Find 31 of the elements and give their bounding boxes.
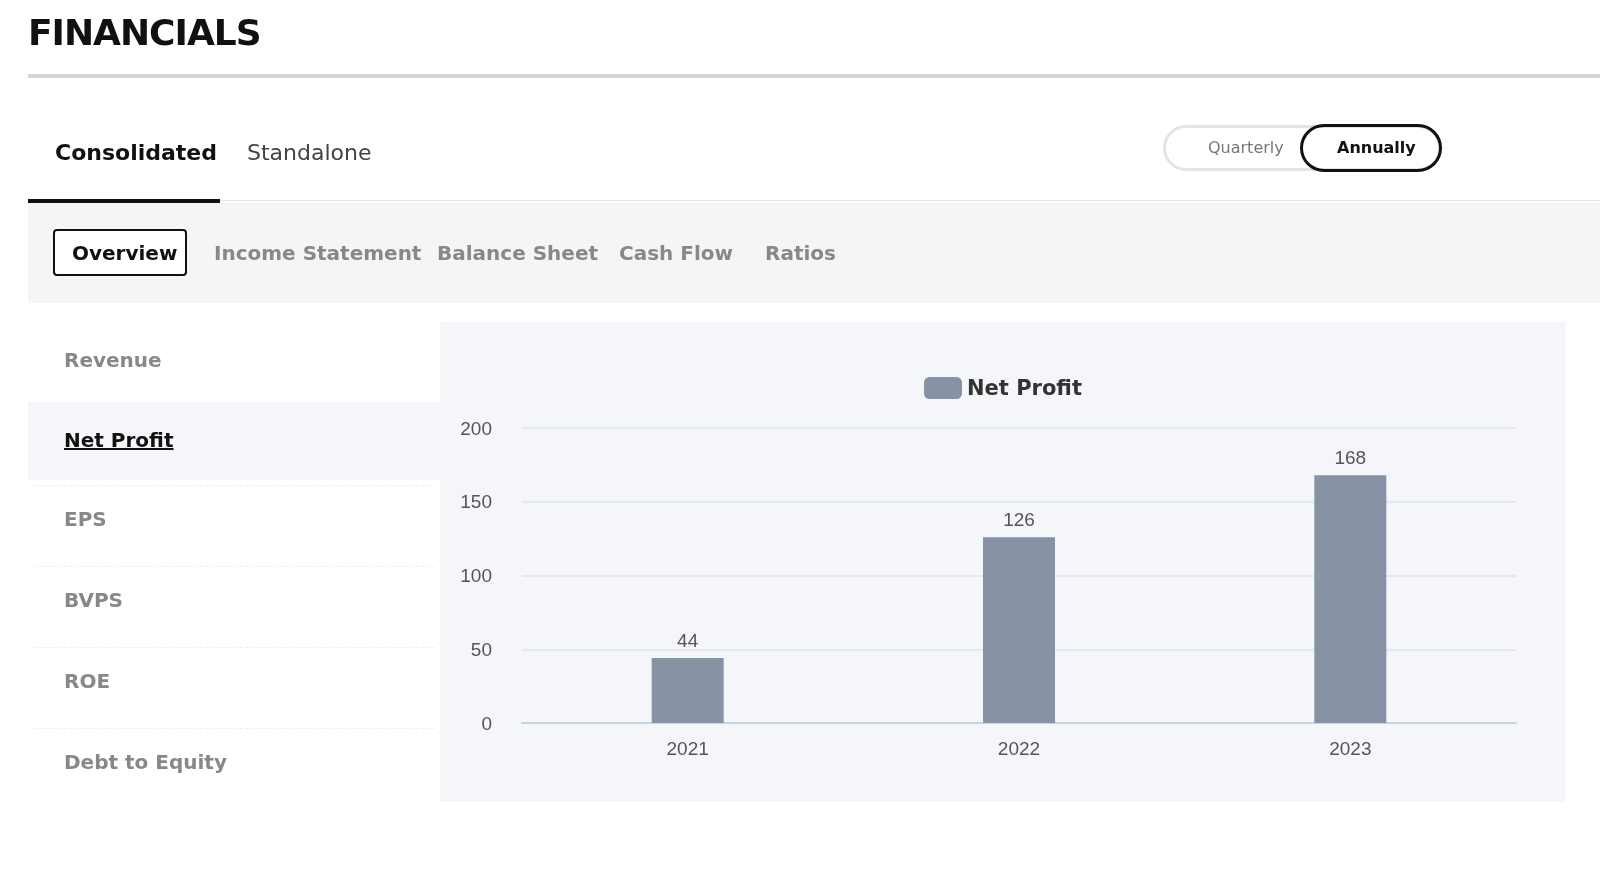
bar: [1314, 475, 1387, 723]
y-tick-label: 150: [460, 491, 492, 513]
text: Annually: [1337, 138, 1416, 157]
text: Standalone: [247, 140, 372, 165]
text: Income Statement: [214, 241, 422, 265]
text: Overview: [72, 241, 178, 265]
text: Balance Sheet: [437, 241, 599, 265]
x-tick-label: 2022: [997, 738, 1041, 759]
text: Net Profit: [64, 428, 174, 452]
y-tick-label: 0: [481, 712, 492, 734]
text: Cash Flow: [619, 241, 734, 265]
y-tick-label: 100: [460, 565, 492, 586]
text: BVPS: [64, 588, 123, 612]
text: Quarterly: [1208, 138, 1284, 157]
data-label: 44: [677, 630, 699, 652]
text: Debt to Equity: [64, 750, 227, 774]
data-label: 168: [1334, 447, 1367, 469]
text: FINANCIALS: [28, 12, 261, 53]
text: Ratios: [765, 241, 836, 265]
bar: [983, 537, 1055, 723]
x-tick-label: 2021: [666, 738, 709, 759]
data-label: 126: [1003, 509, 1035, 531]
text: Revenue: [64, 348, 162, 372]
y-tick-label: 50: [470, 638, 492, 660]
y-tick-label: 200: [460, 417, 492, 439]
text: Consolidated: [55, 140, 217, 165]
text: EPS: [64, 507, 107, 531]
bar: [651, 658, 724, 723]
x-tick-label: 2023: [1329, 738, 1372, 759]
text: ROE: [64, 669, 111, 693]
legend-label: Net Profit: [967, 376, 1082, 400]
